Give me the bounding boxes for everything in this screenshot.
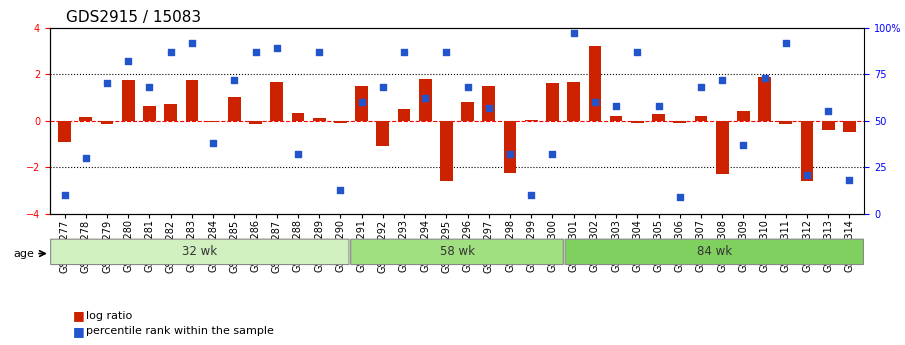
Point [121,58,136,64]
Bar [462,102,474,121]
Bar [291,112,304,121]
Point [545,151,559,157]
Bar [673,121,686,123]
Point [439,49,453,55]
Point [270,45,284,51]
Point [652,103,666,109]
Bar [143,106,156,121]
Bar [440,121,452,181]
Bar [653,114,665,121]
Point [524,193,538,198]
Text: log ratio: log ratio [86,311,132,321]
Bar [801,121,814,181]
Point [185,40,199,45]
Point [587,99,602,105]
Bar [631,121,643,123]
Bar [397,109,410,121]
Point [79,155,93,161]
Bar [588,46,601,121]
Bar [249,121,262,124]
Text: percentile rank within the sample: percentile rank within the sample [86,326,274,336]
Bar [228,97,241,121]
Text: ■: ■ [72,309,84,322]
FancyBboxPatch shape [565,239,863,265]
Point [672,194,687,200]
Point [821,109,835,114]
Bar [80,117,92,121]
Point [205,140,220,146]
Point [778,40,793,45]
Point [100,81,114,86]
Bar [716,121,729,174]
Text: 58 wk: 58 wk [440,245,474,258]
Bar [482,86,495,121]
Point [396,49,411,55]
Bar [504,121,517,173]
Point [567,30,581,36]
Text: 32 wk: 32 wk [182,245,217,258]
Point [248,49,262,55]
Point [355,99,369,105]
Point [312,49,327,55]
Bar [313,118,326,121]
Bar [165,105,177,121]
Bar [100,121,113,124]
Text: ■: ■ [72,325,84,338]
Point [503,151,518,157]
Bar [737,111,749,121]
Point [291,151,305,157]
Text: age: age [14,249,34,258]
Point [57,193,71,198]
Bar [567,82,580,121]
Bar [779,121,792,124]
FancyBboxPatch shape [51,239,349,265]
Point [630,49,644,55]
Bar [843,121,856,132]
Point [715,77,729,82]
Point [376,85,390,90]
Bar [610,116,623,121]
Bar [58,121,71,142]
Point [461,85,475,90]
Bar [122,80,135,121]
Point [164,49,178,55]
Bar [822,121,834,130]
Bar [271,82,283,121]
Point [142,85,157,90]
Bar [419,79,432,121]
Bar [758,77,771,121]
FancyBboxPatch shape [351,239,563,265]
Bar [206,121,220,122]
Point [333,187,348,193]
Point [418,96,433,101]
Point [843,178,857,183]
Bar [525,120,538,121]
Point [736,142,750,148]
Point [694,85,709,90]
Bar [376,121,389,146]
Bar [356,86,368,121]
Bar [695,116,708,121]
Bar [546,83,559,121]
Bar [186,80,198,121]
Point [481,105,496,110]
Point [800,172,814,178]
Point [757,75,772,81]
Point [609,103,624,109]
Bar [334,121,347,123]
Point [227,77,242,82]
Text: 84 wk: 84 wk [697,245,732,258]
Text: GDS2915 / 15083: GDS2915 / 15083 [66,10,201,25]
